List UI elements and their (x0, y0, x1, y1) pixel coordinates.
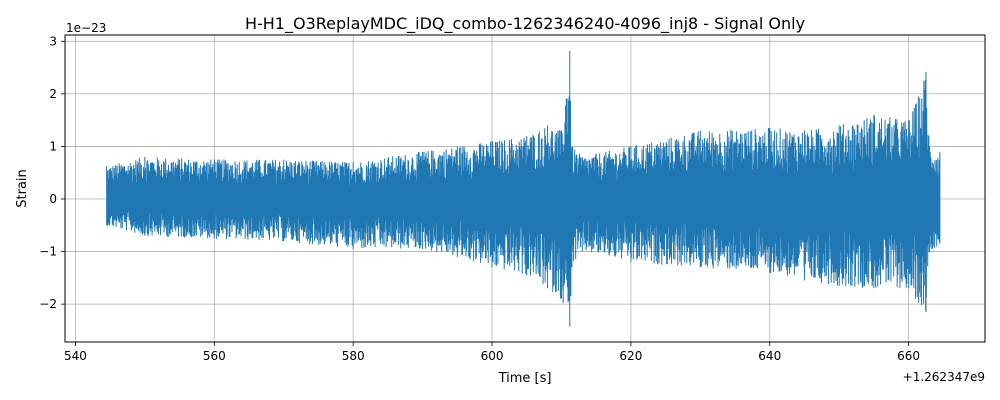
plot-frame (64, 34, 986, 343)
y-tick-label: 1 (49, 139, 57, 153)
y-tick-label: −2 (39, 297, 57, 311)
x-offset-label: +1.262347e9 (903, 370, 985, 384)
y-scale-label: 1e−23 (66, 21, 106, 35)
plot-area (106, 50, 941, 327)
y-tick-label: −1 (39, 245, 57, 259)
y-tick-label: 2 (49, 87, 57, 101)
y-tick-label: 3 (49, 34, 57, 48)
x-tick-label: 600 (481, 349, 504, 363)
strain-series-line (106, 50, 941, 327)
y-tick-label: 0 (49, 192, 57, 206)
y-axis-label: Strain (15, 169, 30, 208)
chart-title: H-H1_O3ReplayMDC_iDQ_combo-1262346240-40… (245, 14, 805, 34)
x-tick-label: 640 (758, 349, 781, 363)
y-axis-ticks: −2 −1 0 1 2 3 (39, 34, 65, 311)
x-tick-label: 660 (897, 349, 920, 363)
x-axis-ticks: 540 560 580 600 620 640 660 (64, 342, 920, 363)
x-tick-label: 560 (203, 349, 226, 363)
x-axis-label: Time [s] (498, 371, 552, 386)
x-tick-label: 620 (619, 349, 642, 363)
x-tick-label: 540 (64, 349, 87, 363)
x-tick-label: 580 (342, 349, 365, 363)
